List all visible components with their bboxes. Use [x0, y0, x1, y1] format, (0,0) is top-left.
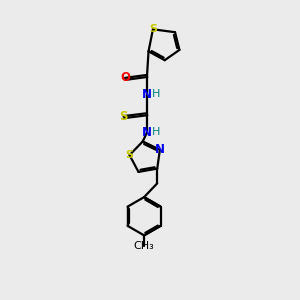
Text: S: S [149, 24, 157, 34]
Text: N: N [142, 88, 152, 101]
Text: O: O [120, 71, 130, 84]
Text: CH₃: CH₃ [134, 241, 154, 251]
Text: H: H [152, 127, 161, 137]
Text: S: S [125, 150, 134, 160]
Text: N: N [155, 143, 165, 156]
Text: N: N [142, 126, 152, 139]
Text: H: H [152, 89, 161, 99]
Text: S: S [119, 110, 128, 123]
